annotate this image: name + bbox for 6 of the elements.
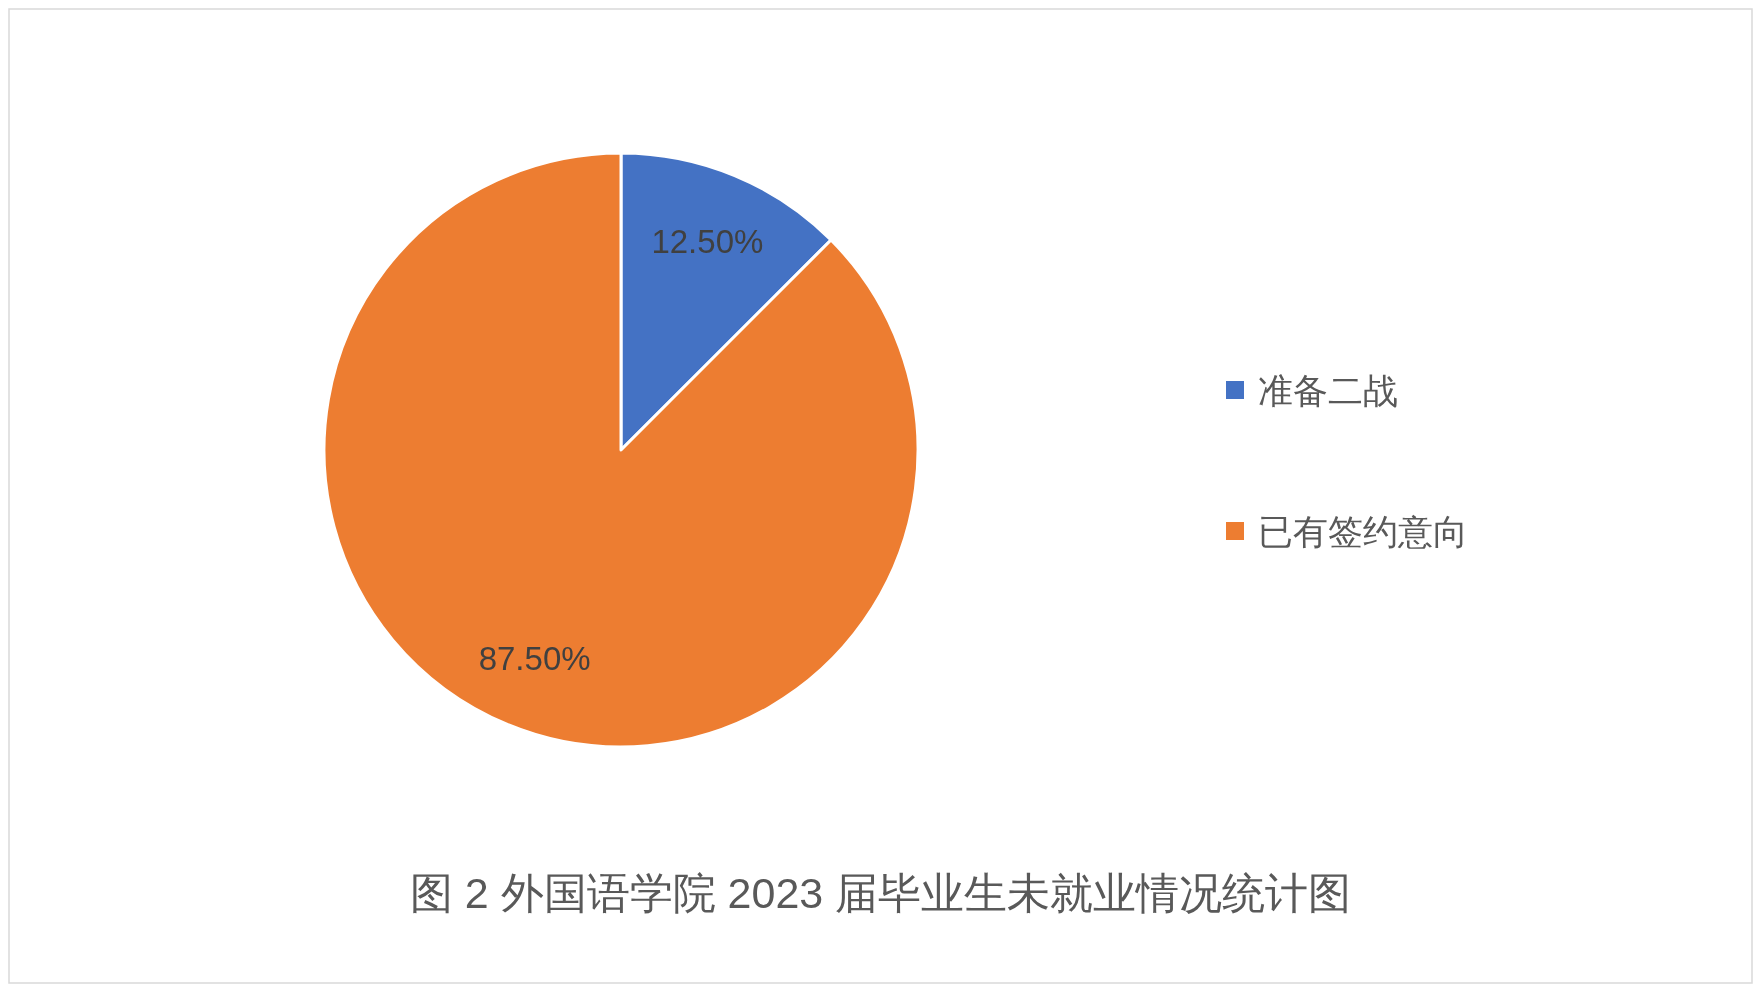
legend-label: 准备二战 [1258,370,1398,410]
data-label: 12.50% [651,222,764,260]
pie-slice [322,151,920,749]
legend-label: 已有签约意向 [1258,511,1468,551]
text: 图 2 外国语学院 2023 届毕业生未就业情况统计图 [409,869,1352,917]
data-label: 87.50% [478,640,591,678]
